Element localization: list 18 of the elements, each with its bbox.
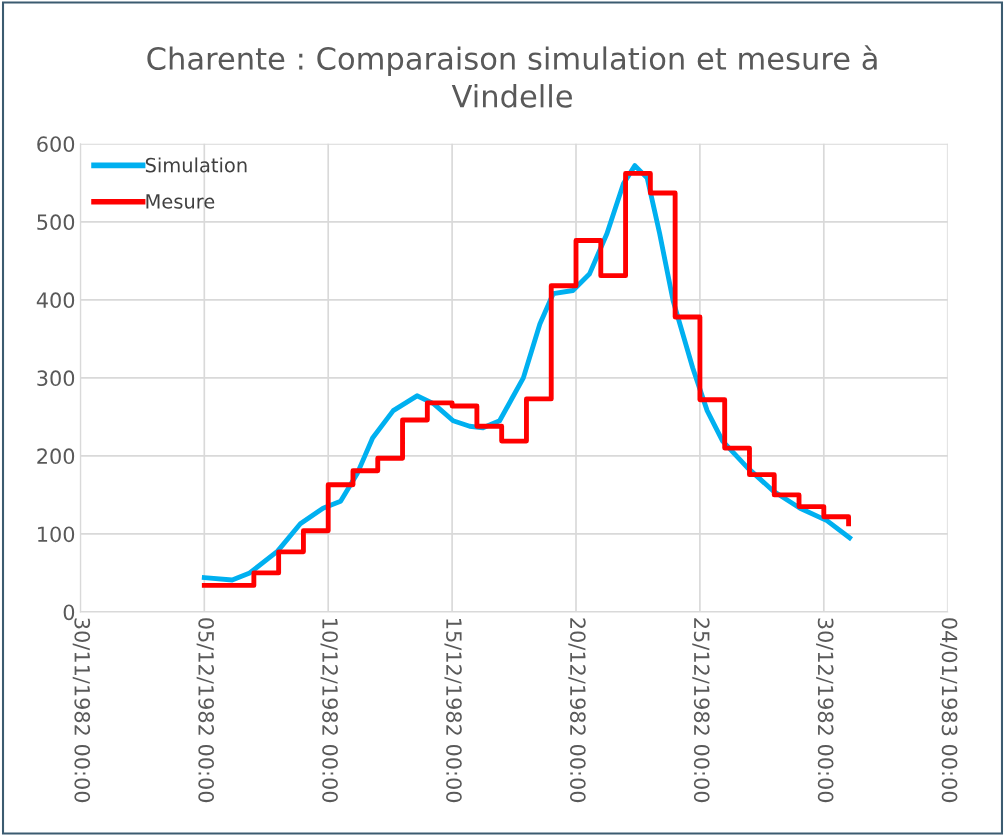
x-tick-label: 25/12/1982 00:00 [692,618,710,803]
y-tick-label: 500 [37,214,75,231]
x-tick-label: 15/12/1982 00:00 [444,619,462,803]
y-tick-label: 300 [37,370,75,387]
y-tick-label: 400 [36,292,75,309]
x-tick-label: 30/12/1982 00:00 [816,618,834,803]
y-tick-label: 100 [38,526,75,543]
legend-label: Simulation [145,157,247,173]
chart-title: Charente : Comparaison simulation et mesure à Vindelle [147,45,877,108]
x-tick-label: 05/12/1982 00:00 [196,618,215,803]
y-tick-label: 200 [37,448,75,465]
legend-label: Mesure [146,194,215,209]
x-tick-label: 04/01/1983 00:00 [940,618,958,803]
x-tick-label: 30/11/1982 00:00 [72,618,91,803]
y-tick-label: 600 [37,136,75,152]
y-tick-label: 0 [63,604,75,621]
x-tick-label: 20/12/1982 00:00 [568,618,586,803]
x-tick-label: 10/12/1982 00:00 [320,619,338,803]
